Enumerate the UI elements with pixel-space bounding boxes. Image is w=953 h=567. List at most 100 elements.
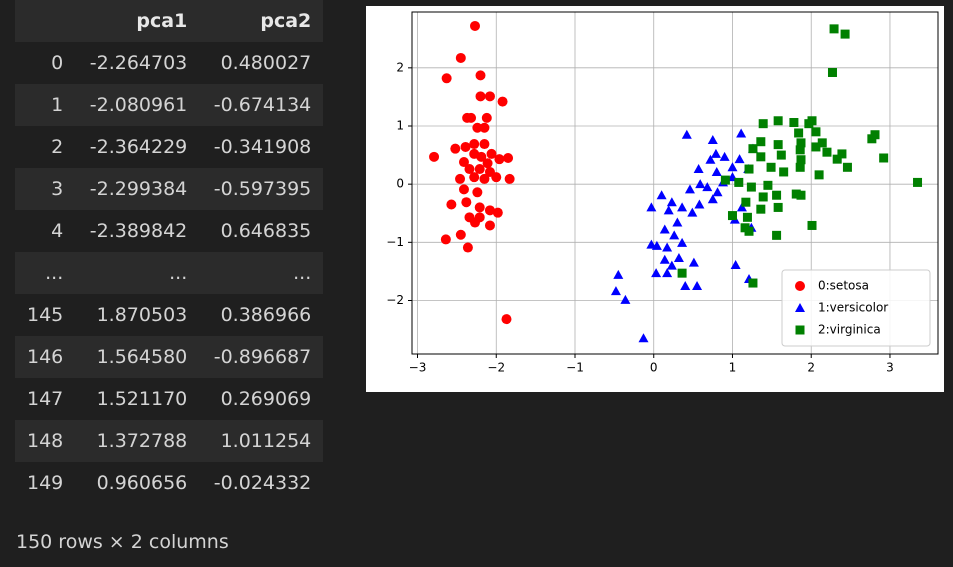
column-header: pca2 — [199, 0, 324, 42]
data-point — [727, 211, 737, 221]
data-point — [842, 162, 852, 172]
data-point — [748, 144, 758, 154]
legend-marker — [795, 325, 805, 335]
data-point — [492, 207, 503, 218]
data-point — [913, 177, 923, 187]
data-point — [669, 230, 680, 240]
data-point — [462, 242, 473, 253]
data-point — [727, 162, 738, 172]
data-point — [772, 230, 782, 240]
data-point — [613, 269, 624, 279]
data-point — [482, 158, 493, 169]
y-tick-label: 2 — [396, 60, 404, 74]
data-point — [684, 184, 695, 194]
data-point — [687, 207, 698, 217]
data-point — [734, 177, 744, 187]
table-row: ......... — [15, 252, 324, 294]
data-point — [795, 162, 805, 172]
scatter-chart: −3 −2 −1 0 1 2 3 −2 −1 0 1 2 0:setosa 1:versicolor 2:v… — [366, 6, 944, 392]
legend: 0:setosa 1:versicolor 2:virginica — [781, 269, 931, 347]
plot-frame — [411, 11, 939, 355]
data-point — [666, 197, 677, 207]
data-point — [758, 119, 768, 129]
table-row: 149 0.960656 -0.024332 — [15, 462, 323, 504]
x-tick-label: 3 — [886, 361, 894, 375]
data-point — [484, 91, 495, 102]
table-cell: 1.564580 — [75, 336, 200, 378]
data-point — [474, 164, 485, 175]
data-point — [472, 122, 483, 133]
data-point — [692, 280, 703, 290]
data-point — [730, 260, 741, 270]
table-row: 146 1.564580 -0.896687 — [15, 336, 324, 378]
data-point — [789, 118, 799, 128]
table-row: 145 1.870503 0.386966 — [15, 294, 323, 336]
table-row: 0 -2.264703 0.480027 — [15, 42, 323, 84]
data-point — [811, 127, 821, 137]
data-point — [458, 184, 469, 195]
row-index: ... — [15, 252, 76, 294]
data-point — [796, 138, 806, 148]
row-index: 145 — [27, 304, 64, 326]
data-point — [476, 151, 487, 162]
y-tick-label: −2 — [386, 293, 404, 307]
data-point — [879, 153, 889, 163]
data-point — [450, 143, 461, 154]
data-point — [663, 205, 674, 215]
data-point — [610, 286, 621, 296]
legend-box — [781, 269, 931, 347]
data-point — [705, 154, 716, 164]
table-cell: 0.386966 — [220, 304, 312, 326]
data-point — [814, 170, 824, 180]
data-point — [746, 182, 756, 192]
data-point — [736, 128, 747, 138]
data-point — [829, 24, 839, 34]
data-point — [429, 151, 440, 162]
data-point — [464, 164, 475, 175]
data-point — [441, 73, 452, 84]
table-cell: ... — [199, 252, 324, 294]
data-point — [479, 139, 490, 150]
data-point — [702, 182, 713, 192]
data-point — [620, 294, 631, 304]
data-point — [822, 147, 832, 157]
data-point — [772, 190, 782, 200]
table-row: 1 -2.080961 -0.674134 — [15, 84, 324, 126]
data-point — [807, 220, 817, 230]
table-cell: -0.341908 — [213, 136, 312, 158]
data-point — [766, 162, 776, 172]
data-point — [677, 237, 688, 247]
data-point — [742, 212, 752, 222]
data-point — [867, 134, 877, 144]
table-cell: 0.960656 — [96, 472, 188, 494]
data-point — [707, 194, 718, 204]
row-index: 2 — [51, 136, 64, 158]
data-point — [763, 180, 773, 190]
table-footer: 150 rows × 2 columns — [16, 531, 229, 553]
data-point — [504, 173, 515, 184]
data-point — [677, 202, 688, 212]
data-point — [466, 112, 477, 123]
data-point — [776, 150, 786, 160]
data-point — [744, 226, 754, 236]
data-point — [756, 137, 766, 147]
row-index: 149 — [27, 472, 64, 494]
data-point — [638, 333, 649, 343]
data-point — [707, 134, 718, 144]
data-point — [659, 254, 670, 264]
table-body: 0 -2.264703 0.480027 1 -2.080961 -0.674134 2 -2… — [15, 42, 324, 504]
header-row: pca1 pca2 — [15, 0, 324, 42]
data-point — [710, 148, 721, 158]
table-cell: -0.674134 — [199, 84, 324, 126]
data-point — [494, 154, 505, 165]
table-cell: -0.597395 — [199, 168, 324, 210]
data-point — [694, 199, 705, 209]
data-point — [469, 172, 480, 183]
table-cell: 0.480027 — [220, 52, 312, 74]
table-cell: -2.389842 — [89, 220, 188, 242]
data-point — [677, 268, 687, 278]
data-point — [688, 257, 699, 267]
row-index: 0 — [51, 52, 64, 74]
row-index: 148 — [15, 420, 76, 462]
